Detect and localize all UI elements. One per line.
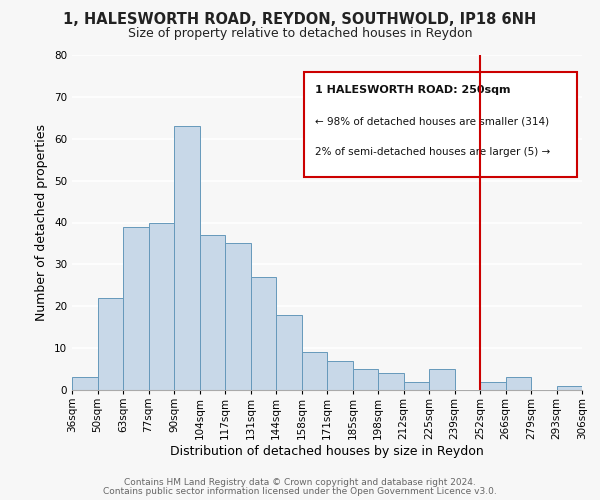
Bar (225, 244, 251, 390)
Bar (327, 360, 353, 390)
Y-axis label: Number of detached properties: Number of detached properties (35, 124, 49, 321)
X-axis label: Distribution of detached houses by size in Reydon: Distribution of detached houses by size … (170, 444, 484, 458)
Text: Contains public sector information licensed under the Open Government Licence v3: Contains public sector information licen… (103, 487, 497, 496)
Text: 2% of semi-detached houses are larger (5) →: 2% of semi-detached houses are larger (5… (315, 147, 551, 157)
Bar (72, 378, 97, 390)
Text: Contains HM Land Registry data © Crown copyright and database right 2024.: Contains HM Land Registry data © Crown c… (124, 478, 476, 487)
Text: Size of property relative to detached houses in Reydon: Size of property relative to detached ho… (128, 28, 472, 40)
Bar (429, 369, 455, 390)
Bar (149, 222, 174, 390)
Bar (97, 298, 123, 390)
Text: ← 98% of detached houses are smaller (314): ← 98% of detached houses are smaller (31… (315, 117, 550, 127)
Bar (199, 235, 225, 390)
FancyBboxPatch shape (304, 72, 577, 178)
Text: 1, HALESWORTH ROAD, REYDON, SOUTHWOLD, IP18 6NH: 1, HALESWORTH ROAD, REYDON, SOUTHWOLD, I… (64, 12, 536, 28)
Bar (378, 373, 404, 390)
Bar (480, 382, 505, 390)
Bar (123, 226, 149, 390)
Bar (276, 314, 302, 390)
Bar (505, 378, 531, 390)
Bar (404, 382, 429, 390)
Bar (353, 369, 378, 390)
Bar (302, 352, 327, 390)
Bar (251, 277, 276, 390)
Bar (174, 126, 199, 390)
Bar (557, 386, 582, 390)
Text: 1 HALESWORTH ROAD: 250sqm: 1 HALESWORTH ROAD: 250sqm (315, 85, 511, 95)
